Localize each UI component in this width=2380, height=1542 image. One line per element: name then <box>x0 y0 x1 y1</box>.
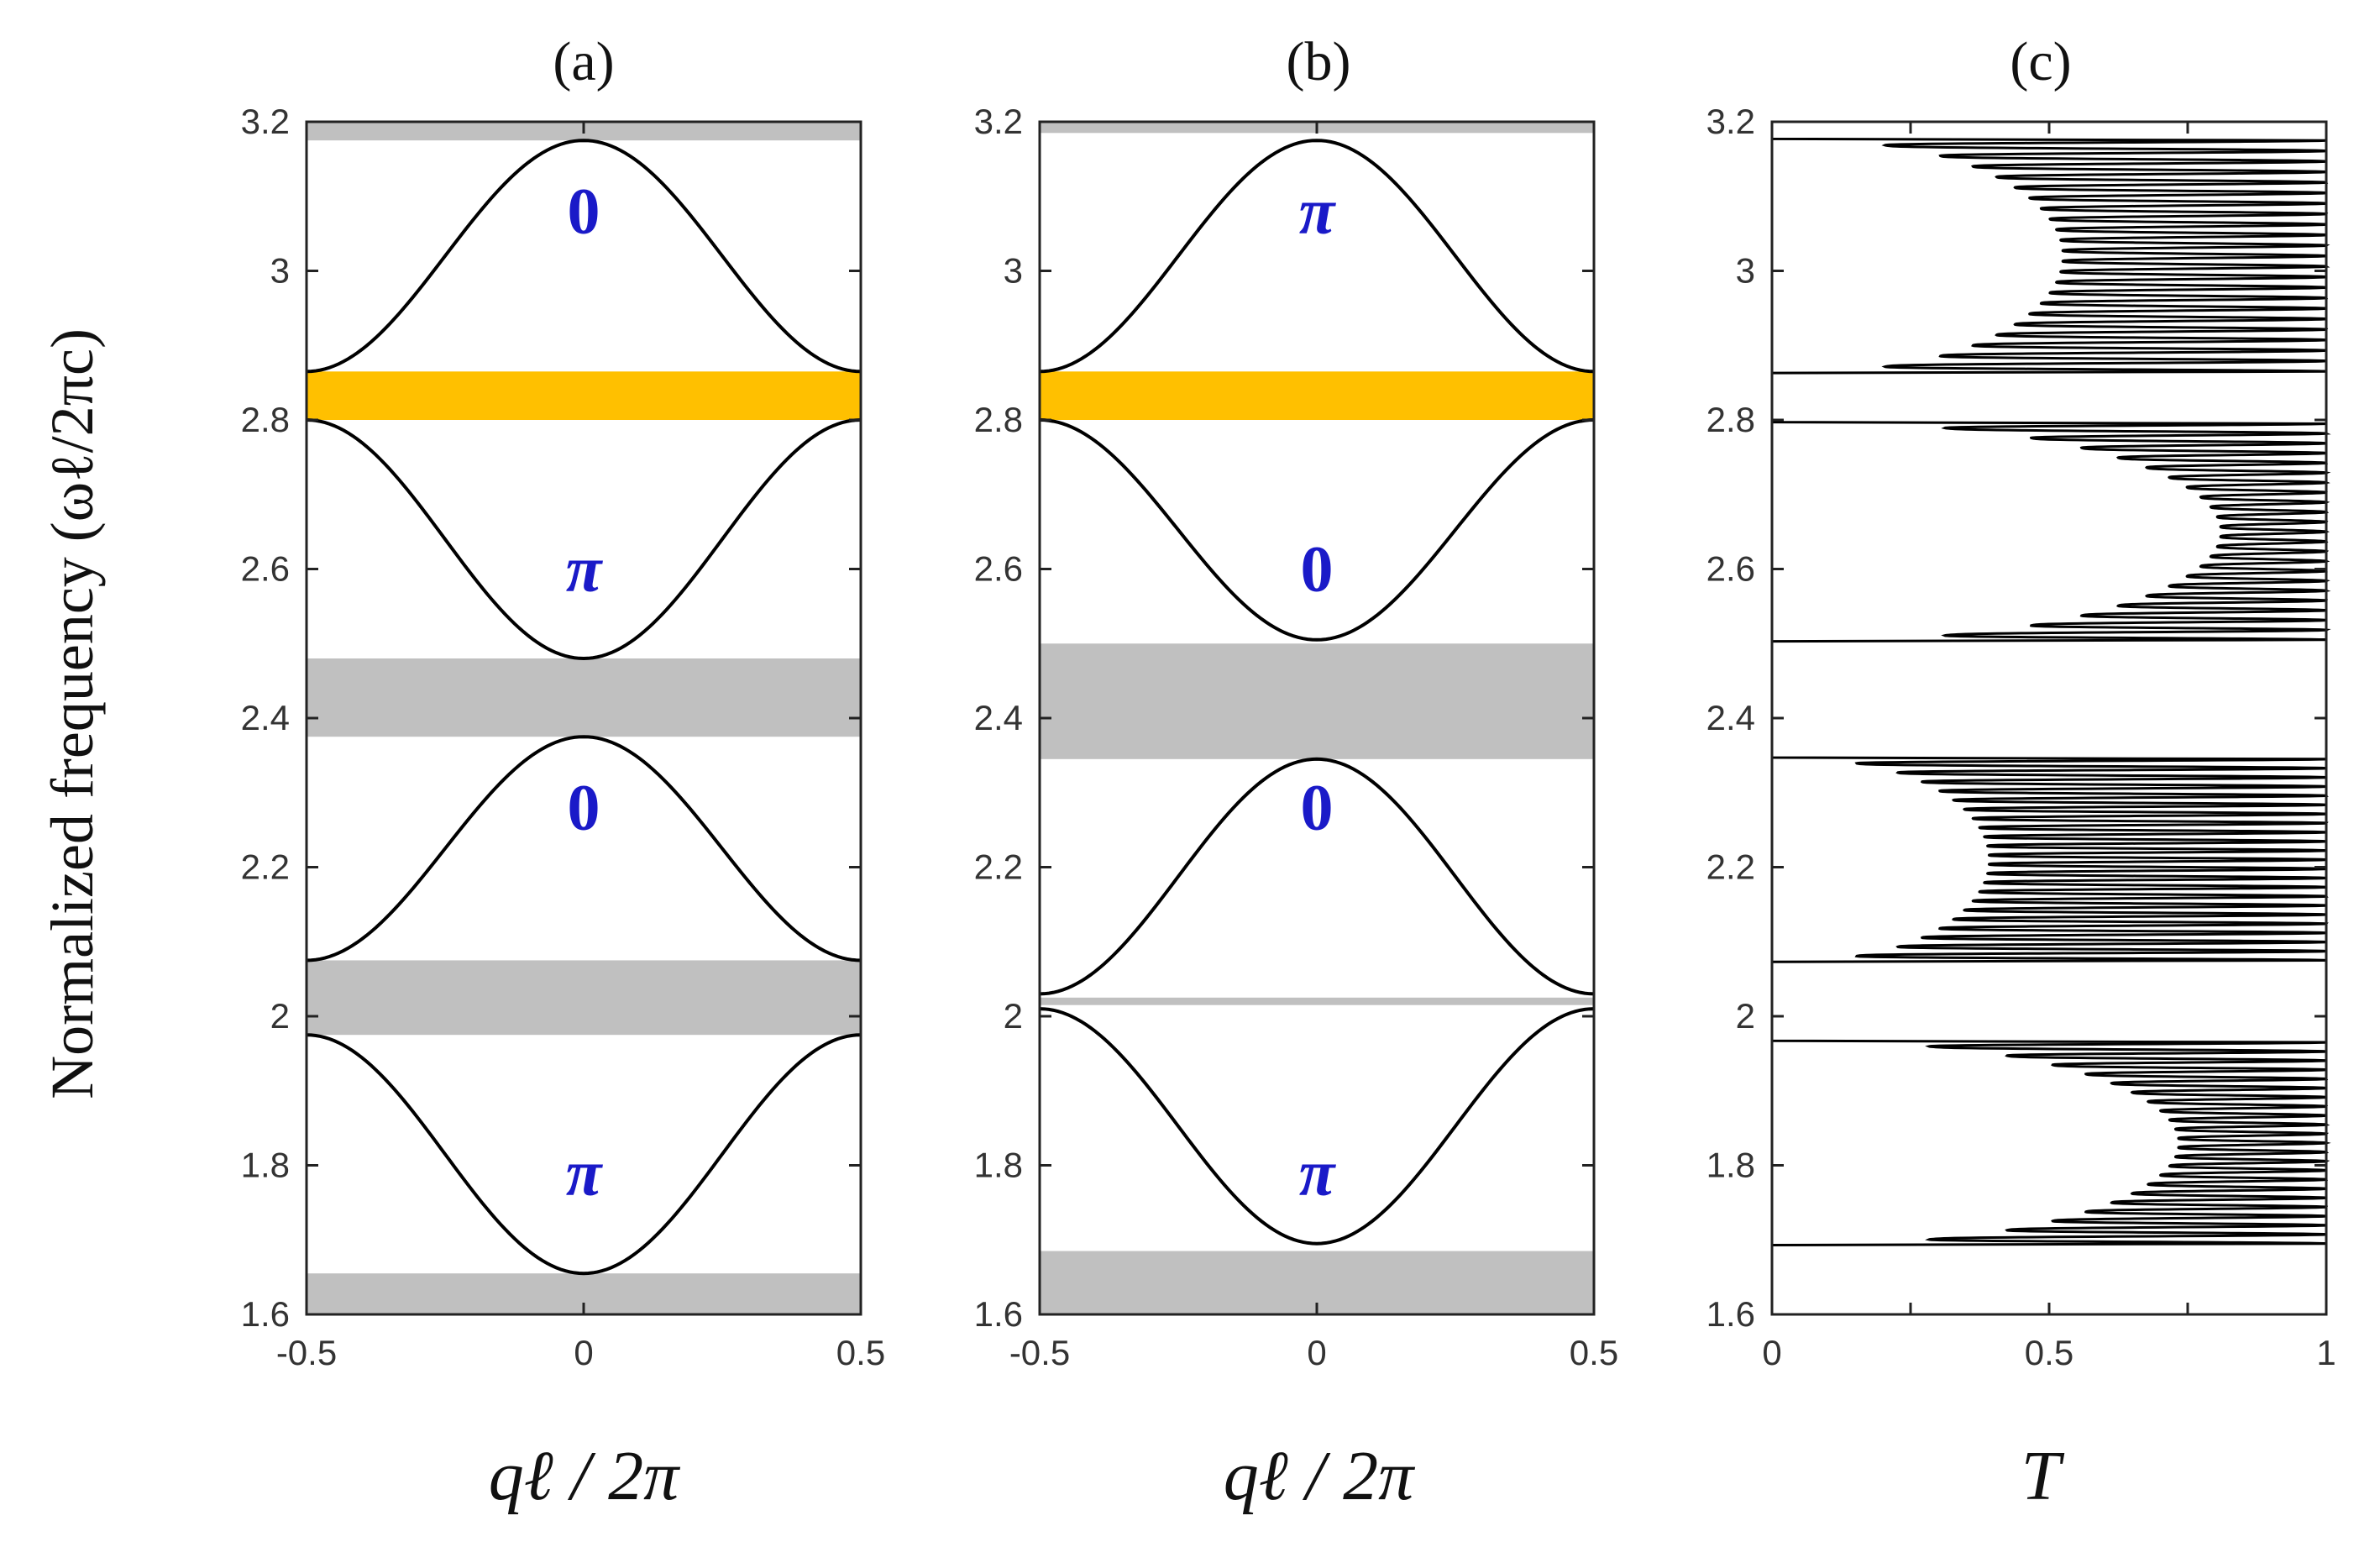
panel-b-y-tick-label-7: 3 <box>1004 251 1023 291</box>
panel-a-y-tick-label-5: 2.6 <box>241 549 290 589</box>
panel-a-zak-phase-label-3: 0 <box>568 175 600 248</box>
panel-a-gap-1 <box>307 960 861 1036</box>
panel-b-y-tick-label-4: 2.4 <box>974 698 1023 737</box>
panel-c-y-tick-label-4: 2.4 <box>1706 698 1755 737</box>
panel-c-x-tick-label-1: 0.5 <box>2025 1333 2073 1372</box>
panel-b-gap-2 <box>1040 643 1594 759</box>
panel-c: 1.6 1.8 2 2.2 2.4 2.6 2.8 3 3.2 0 0.5 1 <box>1706 102 2336 1372</box>
panel-c-y-tick-label-7: 3 <box>1736 251 1755 291</box>
panel-b-gap-1 <box>1040 997 1594 1005</box>
panel-a-zak-phase-label-1: 0 <box>568 771 600 844</box>
panel-b-label: (b) <box>1287 31 1351 92</box>
panel-c-y-tick-label-1: 1.8 <box>1706 1146 1755 1185</box>
panel-c-y-tick-label-5: 2.6 <box>1706 549 1755 589</box>
panel-a: 1.6 1.8 2 2.2 2.4 2.6 2.8 3 3.2 -0.5 0 0.5 π 0 π 0 <box>241 102 886 1372</box>
panel-b-y-tick-label-6: 2.8 <box>974 400 1023 439</box>
panel-a-label: (a) <box>553 31 614 92</box>
panel-b-zak-phase-label-0: π <box>1299 1136 1337 1209</box>
panel-a-y-tick-label-2: 2 <box>270 996 290 1036</box>
panel-b-y-tick-label-5: 2.6 <box>974 549 1023 589</box>
panel-c-y-tick-label-8: 3.2 <box>1706 102 1755 141</box>
panel-a-y-tick-label-3: 2.2 <box>241 847 290 887</box>
panel-a-x-tick-label-2: 0.5 <box>836 1333 885 1372</box>
panel-b-x-tick-label-2: 0.5 <box>1570 1333 1618 1372</box>
panel-a-x-tick-label-1: 0 <box>574 1333 593 1372</box>
panel-b-y-tick-label-8: 3.2 <box>974 102 1023 141</box>
panel-a-y-tick-label-0: 1.6 <box>241 1294 290 1334</box>
panel-b: 1.6 1.8 2 2.2 2.4 2.6 2.8 3 3.2 -0.5 0 0.5 π 0 0 π <box>974 102 1619 1372</box>
panel-b-x-tick-label-1: 0 <box>1307 1333 1326 1372</box>
panel-c-x-axis-label: T <box>2021 1437 2065 1515</box>
panel-b-zak-phase-label-2: 0 <box>1301 532 1334 606</box>
panel-a-band-curve-2 <box>306 418 862 661</box>
panel-b-band-curve-1 <box>1039 757 1595 996</box>
panel-a-y-tick-label-8: 3.2 <box>241 102 290 141</box>
panel-b-band-curve-0 <box>1039 1007 1595 1246</box>
panel-c-y-tick-label-2: 2 <box>1736 996 1755 1036</box>
panel-c-label: (c) <box>2010 31 2071 92</box>
panel-c-y-tick-label-6: 2.8 <box>1706 400 1755 439</box>
panel-b-y-tick-label-0: 1.6 <box>974 1294 1023 1334</box>
panel-b-y-tick-label-3: 2.2 <box>974 847 1023 887</box>
panel-a-gap-3 <box>307 371 861 420</box>
panel-b-band-curve-2 <box>1039 418 1595 642</box>
panel-c-x-tick-label-0: 0 <box>1762 1333 1781 1372</box>
panel-a-y-tick-label-6: 2.8 <box>241 400 290 439</box>
panel-c-series-0 <box>1770 128 2331 1270</box>
panel-b-x-tick-label-0: -0.5 <box>1009 1333 1070 1372</box>
panel-a-x-tick-label-0: -0.5 <box>276 1333 337 1372</box>
panel-a-band-curve-1 <box>306 735 862 962</box>
panel-b-x-axis-label: qℓ / 2π <box>1224 1437 1416 1515</box>
panel-b-band-curve-3 <box>1039 139 1595 374</box>
y-axis-label: Normalized frequency (ωℓ/2πc) <box>39 328 106 1099</box>
panel-a-x-axis-label: qℓ / 2π <box>489 1437 681 1515</box>
panel-c-y-tick-label-0: 1.6 <box>1706 1294 1755 1334</box>
panel-a-gap-2 <box>307 658 861 737</box>
panel-b-gap-3 <box>1040 371 1594 420</box>
panel-c-y-tick-label-3: 2.2 <box>1706 847 1755 887</box>
panel-c-x-tick-label-2: 1 <box>2316 1333 2335 1372</box>
panel-b-zak-phase-label-1: 0 <box>1301 771 1334 844</box>
panel-a-band-curve-3 <box>306 139 862 374</box>
panel-a-y-tick-label-1: 1.8 <box>241 1146 290 1185</box>
panel-b-y-tick-label-1: 1.8 <box>974 1146 1023 1185</box>
panel-a-y-tick-label-7: 3 <box>270 251 290 291</box>
panel-a-zak-phase-label-2: π <box>566 532 604 606</box>
panel-a-band-curve-0 <box>306 1033 862 1276</box>
panel-a-y-tick-label-4: 2.4 <box>241 698 290 737</box>
panel-b-y-tick-label-2: 2 <box>1004 996 1023 1036</box>
panel-a-zak-phase-label-0: π <box>566 1136 604 1209</box>
panel-b-zak-phase-label-3: π <box>1299 175 1337 248</box>
